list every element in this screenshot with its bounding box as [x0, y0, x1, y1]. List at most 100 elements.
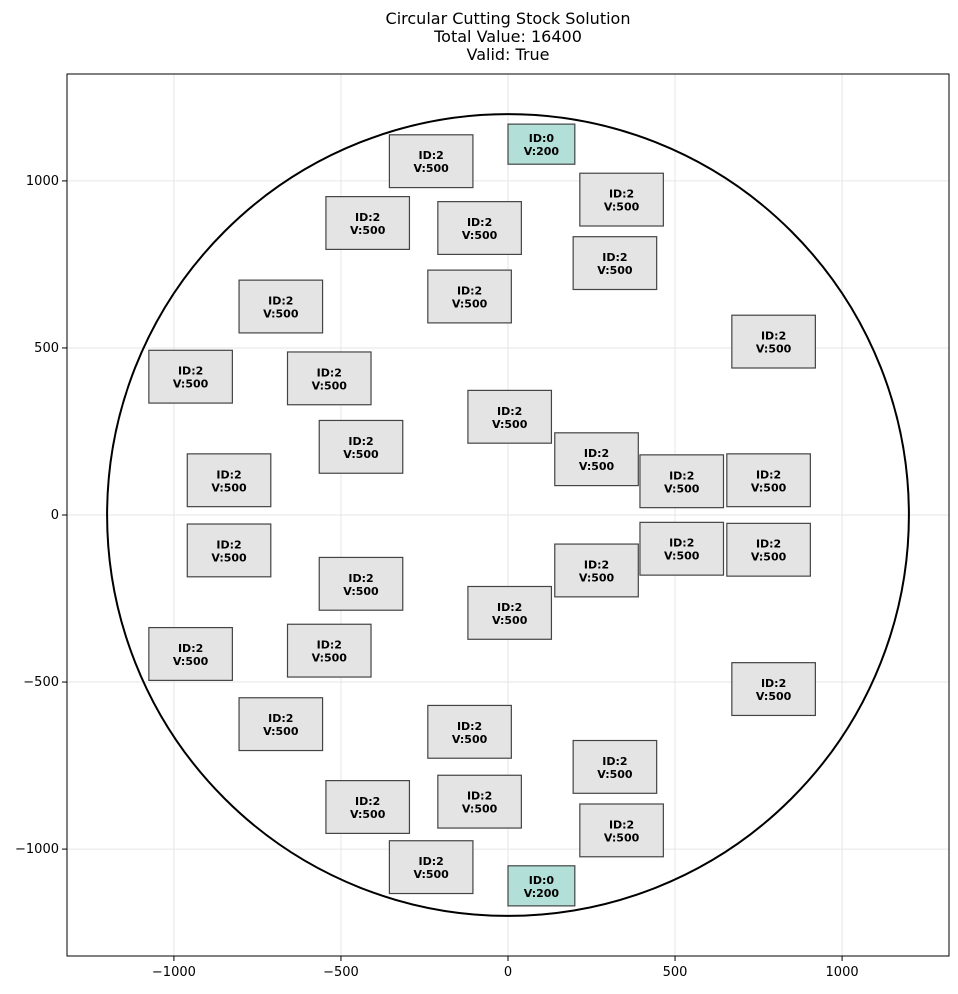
piece-id-label: ID:0 — [529, 874, 555, 887]
piece-rect — [507, 123, 576, 165]
piece-rect — [427, 704, 512, 759]
piece-value-label: V:500 — [350, 808, 386, 821]
piece-id-label: ID:2 — [609, 188, 634, 201]
piece-id-label: ID:2 — [584, 447, 609, 460]
piece-value-label: V:500 — [413, 162, 449, 175]
piece-id-label: ID:2 — [419, 149, 444, 162]
chart-title-line: Valid: True — [466, 45, 549, 64]
piece-value-label: V:500 — [350, 224, 386, 237]
piece-id-label: ID:2 — [317, 639, 342, 652]
piece-id-label: ID:2 — [669, 469, 694, 482]
piece-rect — [731, 662, 816, 717]
piece-rect — [388, 840, 474, 895]
piece-value-label: V:500 — [604, 831, 640, 844]
piece-rect-group: ID:2V:500 — [238, 697, 324, 752]
piece-rect — [726, 522, 811, 577]
piece-id-label: ID:0 — [529, 132, 555, 145]
piece-id-label: ID:2 — [355, 795, 380, 808]
piece-rect — [467, 389, 553, 444]
piece-value-label: V:500 — [312, 379, 348, 392]
x-tick-label: 0 — [504, 965, 512, 980]
piece-rect-group: ID:2V:500 — [148, 626, 233, 681]
piece-rect — [507, 865, 576, 907]
piece-rect-group: ID:2V:500 — [186, 523, 272, 578]
y-tick-label: 500 — [34, 341, 59, 356]
piece-value-label: V:500 — [173, 655, 209, 668]
piece-id-label: ID:2 — [756, 538, 781, 551]
piece-rect-group: ID:2V:500 — [726, 522, 811, 577]
piece-id-label: ID:2 — [317, 366, 342, 379]
piece-rect-group: ID:2V:500 — [427, 269, 512, 324]
piece-value-label: V:500 — [751, 481, 787, 494]
piece-rect — [148, 626, 233, 681]
piece-rect-group: ID:2V:500 — [427, 704, 512, 759]
piece-rect-group: ID:2V:500 — [325, 780, 411, 834]
piece-rect-group: ID:0V:200 — [507, 123, 576, 165]
piece-rect-group: ID:2V:500 — [388, 134, 474, 189]
y-tick-label: 0 — [51, 508, 59, 523]
piece-id-label: ID:2 — [216, 538, 241, 551]
piece-rect-group: ID:2V:500 — [731, 314, 816, 369]
piece-rect-group: ID:2V:500 — [467, 585, 553, 640]
piece-rect — [579, 172, 664, 227]
piece-rect — [286, 351, 372, 406]
piece-rect-group: ID:2V:500 — [554, 432, 639, 487]
stock-circle — [106, 113, 910, 917]
piece-rect — [427, 269, 512, 324]
piece-id-label: ID:2 — [609, 818, 634, 831]
piece-rect-group: ID:2V:500 — [579, 803, 664, 858]
piece-rect — [238, 697, 324, 752]
piece-rect-group: ID:0V:200 — [507, 865, 576, 907]
piece-rect-group: ID:2V:500 — [726, 453, 811, 508]
piece-rect — [726, 453, 811, 508]
piece-rect-group: ID:2V:500 — [318, 419, 404, 474]
piece-id-label: ID:2 — [348, 572, 373, 585]
piece-value-label: V:500 — [597, 264, 633, 277]
piece-value-label: V:500 — [173, 378, 209, 391]
piece-rect-group: ID:2V:500 — [437, 201, 522, 256]
piece-rect — [437, 774, 522, 829]
x-tick-label: 500 — [663, 965, 688, 980]
piece-value-label: V:500 — [492, 614, 528, 627]
piece-rect — [388, 134, 474, 189]
piece-value-label: V:500 — [756, 690, 792, 703]
piece-value-label: V:500 — [211, 551, 247, 564]
piece-id-label: ID:2 — [467, 216, 492, 229]
piece-rect-group: ID:2V:500 — [572, 236, 658, 291]
piece-rect — [579, 803, 664, 858]
piece-value-label: V:500 — [579, 571, 615, 584]
piece-rect-group: ID:2V:500 — [238, 279, 324, 334]
piece-id-label: ID:2 — [602, 755, 627, 768]
piece-id-label: ID:2 — [669, 537, 694, 550]
piece-id-label: ID:2 — [178, 642, 203, 655]
piece-value-label: V:500 — [452, 298, 488, 311]
piece-rect-group: ID:2V:500 — [148, 349, 233, 404]
piece-rect-group: ID:2V:500 — [186, 453, 272, 508]
piece-rect-group: ID:2V:500 — [286, 623, 372, 678]
piece-rect — [554, 432, 639, 487]
piece-rect-group: ID:2V:500 — [467, 389, 553, 444]
chart-title-line: Circular Cutting Stock Solution — [386, 9, 631, 28]
piece-rect — [286, 623, 372, 678]
piece-value-label: V:500 — [604, 201, 640, 214]
piece-value-label: V:500 — [597, 768, 633, 781]
piece-rect-group: ID:2V:500 — [318, 556, 404, 611]
piece-rect — [639, 454, 725, 509]
piece-value-label: V:500 — [751, 551, 787, 564]
piece-rect — [467, 585, 553, 640]
piece-id-label: ID:2 — [178, 365, 203, 378]
piece-rect-group: ID:2V:500 — [437, 774, 522, 829]
piece-id-label: ID:2 — [348, 435, 373, 448]
piece-value-label: V:200 — [524, 145, 560, 158]
piece-rect — [186, 453, 272, 508]
piece-id-label: ID:2 — [761, 677, 786, 690]
piece-value-label: V:500 — [492, 418, 528, 431]
y-tick-label: −500 — [23, 675, 59, 690]
piece-id-label: ID:2 — [355, 211, 380, 224]
piece-value-label: V:500 — [413, 868, 449, 881]
piece-rect-group: ID:2V:500 — [731, 662, 816, 717]
stock-circle-group — [106, 113, 910, 917]
